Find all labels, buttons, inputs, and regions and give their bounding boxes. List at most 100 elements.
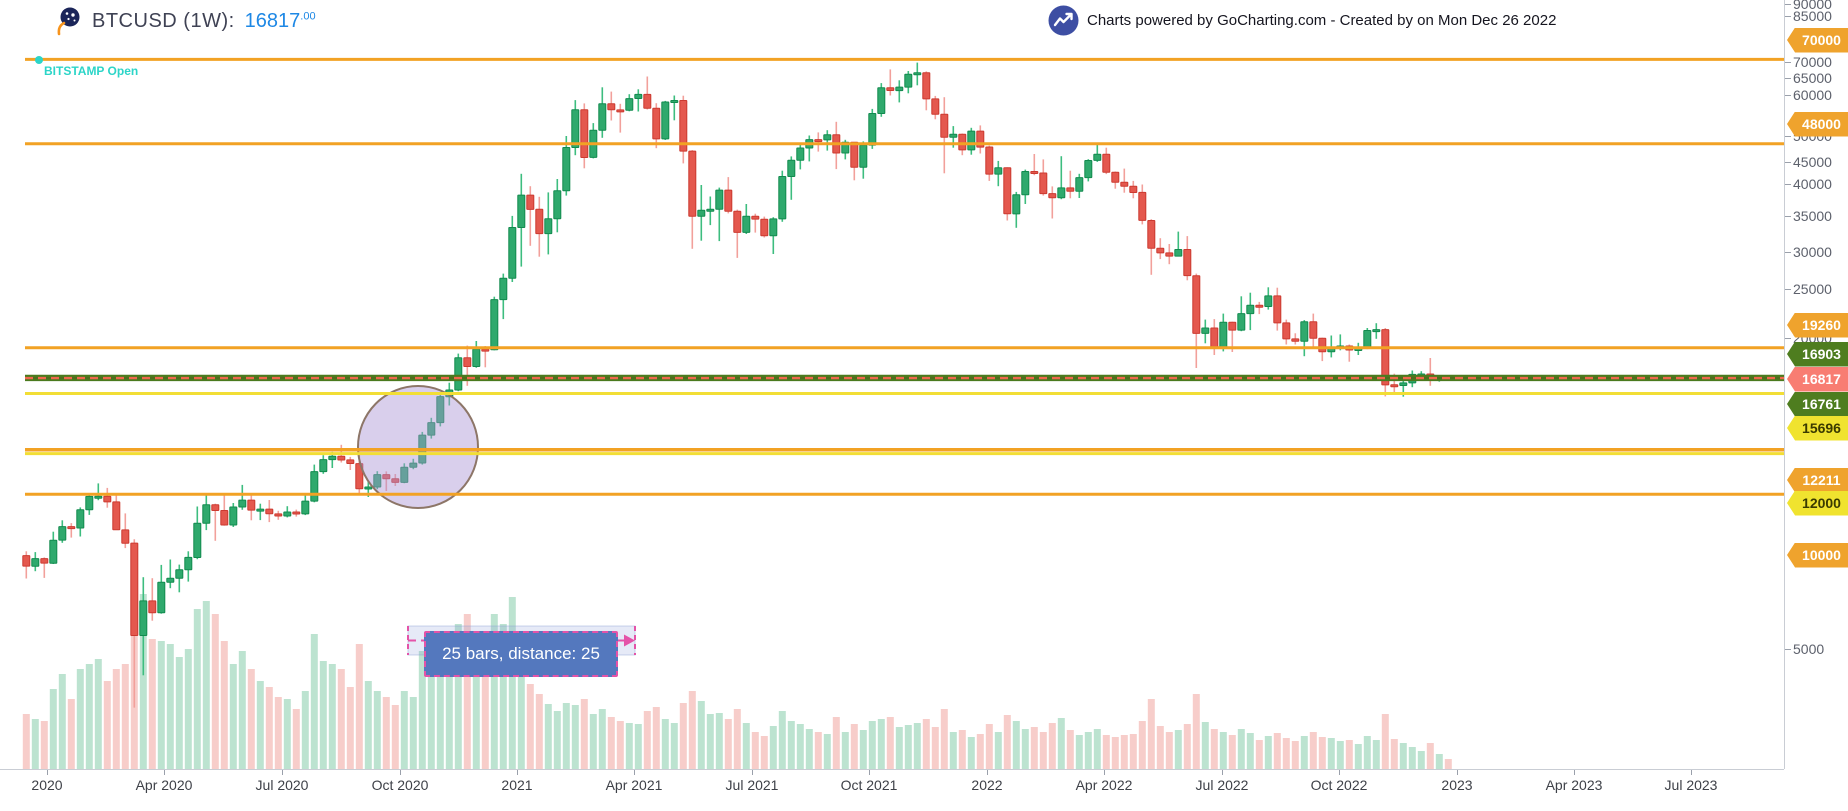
candle-body[interactable] <box>409 462 418 468</box>
candle-body[interactable] <box>706 208 715 212</box>
attribution-text[interactable]: Charts powered by GoCharting.com - Creat… <box>1087 12 1557 29</box>
candle-body[interactable] <box>337 455 346 461</box>
candle-body[interactable] <box>499 277 508 301</box>
candle-body[interactable] <box>895 86 904 92</box>
price-badge-19260[interactable]: 19260 <box>1787 312 1848 338</box>
candle-body[interactable] <box>760 218 769 237</box>
time-tick-label[interactable]: Oct 2021 <box>840 777 898 793</box>
candle-body[interactable] <box>1129 185 1138 193</box>
price-badge-16761[interactable]: 16761 <box>1787 391 1848 417</box>
candle-body[interactable] <box>265 508 274 515</box>
time-tick-label[interactable]: Oct 2020 <box>371 777 429 793</box>
candle-body[interactable] <box>571 109 580 148</box>
candle-body[interactable] <box>994 167 1003 175</box>
candle-body[interactable] <box>148 600 157 614</box>
candle-body[interactable] <box>373 474 382 488</box>
candle-body[interactable] <box>229 506 238 526</box>
symbol-title[interactable]: BTCUSD (1W): <box>92 9 235 32</box>
candle-body[interactable] <box>184 556 193 571</box>
candle-body[interactable] <box>1048 193 1057 199</box>
time-tick-label[interactable]: 2023 <box>1441 777 1473 793</box>
time-tick-label[interactable]: Jul 2021 <box>725 777 779 793</box>
candle-body[interactable] <box>1264 295 1273 307</box>
candle-body[interactable] <box>526 194 535 210</box>
candle-body[interactable] <box>40 558 49 564</box>
candle-body[interactable] <box>697 209 706 217</box>
price-badge-70000[interactable]: 70000 <box>1787 27 1848 53</box>
candle-body[interactable] <box>958 133 967 151</box>
support-band[interactable] <box>25 375 1784 381</box>
candle-body[interactable] <box>1201 327 1210 334</box>
candle-body[interactable] <box>1255 304 1264 308</box>
candle-body[interactable] <box>1021 171 1030 196</box>
candle-body[interactable] <box>481 348 490 352</box>
candle-body[interactable] <box>670 100 679 103</box>
candle-body[interactable] <box>580 109 589 158</box>
candle-body[interactable] <box>391 478 400 483</box>
candle-body[interactable] <box>103 495 112 503</box>
candle-body[interactable] <box>139 600 148 637</box>
candle-body[interactable] <box>634 93 643 100</box>
candle-body[interactable] <box>679 100 688 152</box>
candle-body[interactable] <box>1165 252 1174 257</box>
candle-body[interactable] <box>346 459 355 464</box>
candle-body[interactable] <box>643 93 652 109</box>
candle-body[interactable] <box>598 103 607 131</box>
candle-body[interactable] <box>31 558 40 567</box>
time-tick-label[interactable]: Oct 2022 <box>1310 777 1368 793</box>
candle-body[interactable] <box>1399 382 1408 386</box>
candle-body[interactable] <box>1372 329 1381 333</box>
candle-body[interactable] <box>1237 313 1246 331</box>
candle-body[interactable] <box>1183 249 1192 277</box>
candle-body[interactable] <box>715 189 724 210</box>
candle-body[interactable] <box>76 509 85 529</box>
time-axis[interactable]: 2020 Apr 2020 Jul 2020 Oct 2020 2021 Apr 2021… <box>0 769 1848 811</box>
candle-body[interactable] <box>724 189 733 212</box>
candle-body[interactable] <box>175 569 184 579</box>
candle-body[interactable] <box>427 422 436 436</box>
candle-body[interactable] <box>1228 321 1237 331</box>
candle-body[interactable] <box>778 176 787 220</box>
candle-body[interactable] <box>157 581 166 614</box>
time-tick-label[interactable]: 2022 <box>971 777 1003 793</box>
candle-body[interactable] <box>562 147 571 192</box>
candle-body[interactable] <box>1291 338 1300 342</box>
candle-body[interactable] <box>1174 249 1183 257</box>
candle-body[interactable] <box>328 455 337 461</box>
candle-body[interactable] <box>382 474 391 480</box>
candle-body[interactable] <box>1102 153 1111 173</box>
candle-body[interactable] <box>319 459 328 473</box>
candle-body[interactable] <box>1156 247 1165 254</box>
candle-body[interactable] <box>121 529 130 544</box>
candle-body[interactable] <box>112 501 121 531</box>
price-badge-10000[interactable]: 10000 <box>1787 542 1848 568</box>
price-badge-48000[interactable]: 48000 <box>1787 111 1848 137</box>
time-tick-label[interactable]: Jul 2022 <box>1195 777 1249 793</box>
candle-body[interactable] <box>202 504 211 524</box>
candle-body[interactable] <box>661 101 670 140</box>
time-tick-label[interactable]: Apr 2022 <box>1075 777 1133 793</box>
candle-body[interactable] <box>913 72 922 76</box>
candle-body[interactable] <box>607 103 616 111</box>
candle-body[interactable] <box>949 133 958 138</box>
candle-body[interactable] <box>310 471 319 502</box>
candle-body[interactable] <box>94 495 103 499</box>
candle-body[interactable] <box>301 500 310 515</box>
time-tick-label[interactable]: Apr 2021 <box>605 777 663 793</box>
candle-body[interactable] <box>247 499 256 511</box>
candle-body[interactable] <box>1300 321 1309 342</box>
candle-body[interactable] <box>1147 220 1156 249</box>
candle-body[interactable] <box>1057 187 1066 199</box>
candle-body[interactable] <box>814 139 823 143</box>
candle-body[interactable] <box>1003 167 1012 215</box>
time-tick-label[interactable]: 2021 <box>501 777 533 793</box>
candle-body[interactable] <box>796 147 805 161</box>
candle-body[interactable] <box>1030 171 1039 174</box>
price-badge-15696[interactable]: 15696 <box>1787 415 1848 441</box>
price-badge-12211[interactable]: 12211 <box>1787 467 1848 493</box>
candle-body[interactable] <box>1039 172 1048 195</box>
candle-body[interactable] <box>22 555 31 567</box>
candle-body[interactable] <box>625 98 634 111</box>
candle-body[interactable] <box>400 466 409 483</box>
candle-body[interactable] <box>1012 194 1021 215</box>
